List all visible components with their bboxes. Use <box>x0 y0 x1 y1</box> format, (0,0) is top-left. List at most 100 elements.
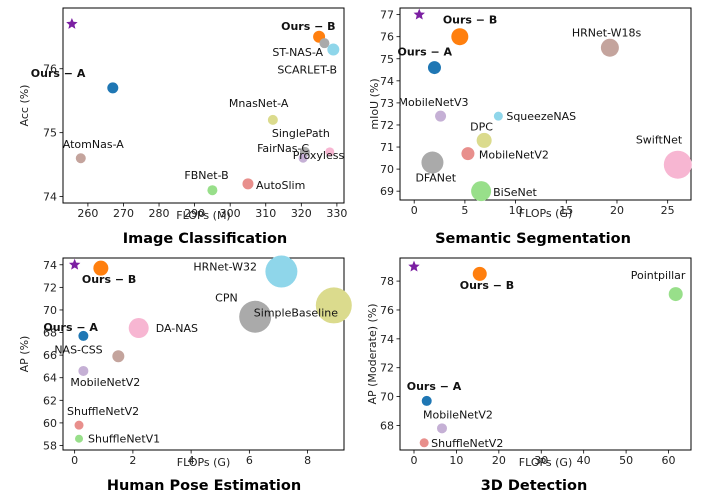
data-point <box>239 300 272 333</box>
x-tick-label: 30 <box>534 454 548 467</box>
point-label: MobileNetV2 <box>423 408 493 421</box>
x-tick-label: 60 <box>662 454 676 467</box>
panel-title: Human Pose Estimation <box>107 478 301 494</box>
axes-frame <box>399 257 692 451</box>
data-point <box>600 38 619 57</box>
point-label: SqueezeNAS <box>506 110 576 123</box>
x-tick-label: 290 <box>184 207 205 220</box>
data-point <box>112 350 125 363</box>
point-label: DA-NAS <box>156 322 198 335</box>
data-point <box>107 82 119 94</box>
y-tick-label: 74 <box>380 75 394 88</box>
point-label: CPN <box>215 292 238 305</box>
point-label: FairNas-C <box>257 142 309 155</box>
y-tick-label: 64 <box>43 372 57 385</box>
y-tick-label: 58 <box>43 439 57 452</box>
y-tick-label: 73 <box>380 97 394 110</box>
panel-title: 3D Detection <box>481 478 588 494</box>
point-label: SimpleBaseline <box>254 306 338 319</box>
point-label: DPC <box>470 120 493 133</box>
data-point <box>451 28 469 46</box>
y-tick-label: 76 <box>380 304 394 317</box>
panel-title: Image Classification <box>123 231 288 247</box>
point-label: MobileNetV3 <box>399 96 469 109</box>
data-point <box>325 147 335 157</box>
star-marker <box>68 258 81 270</box>
point-label: Ours − A <box>31 67 86 80</box>
point-label: HRNet-W32 <box>193 261 257 274</box>
point-label: ShuffleNetV2 <box>431 437 503 450</box>
y-axis-label: mIoU (%) <box>368 78 381 129</box>
y-tick-label: 75 <box>43 127 57 140</box>
point-label: Ours − B <box>82 273 136 286</box>
data-point <box>472 266 487 281</box>
point-label: Ours − A <box>43 321 98 334</box>
data-point <box>419 438 429 448</box>
data-point <box>421 395 432 406</box>
data-point <box>267 114 278 125</box>
y-tick-label: 70 <box>380 163 394 176</box>
point-label: MobileNetV2 <box>70 376 140 389</box>
data-point <box>461 147 475 161</box>
panel-1: 260 270 280 290 300 310 320 330 74 75 76 FLOPs (M) A… <box>18 7 347 247</box>
y-tick-label: 66 <box>43 349 57 362</box>
y-tick-label: 72 <box>380 362 394 375</box>
point-label: Pointpillar <box>631 269 686 282</box>
y-tick-label: 74 <box>380 333 394 346</box>
panel-4: 0 10 20 30 40 50 60 68 70 72 74 76 78 FLOPs (G) AP (Mo… <box>366 257 692 494</box>
x-tick-label: 5 <box>461 204 468 217</box>
x-tick-label: 300 <box>220 207 241 220</box>
x-tick-label: 20 <box>610 204 624 217</box>
axes-frame <box>399 7 692 201</box>
data-point <box>663 150 692 179</box>
axes-frame <box>62 257 345 451</box>
point-label: ShuffleNetV1 <box>88 433 160 446</box>
x-tick-label: 2 <box>129 454 136 467</box>
data-point <box>421 151 444 174</box>
panel-title: Semantic Segmentation <box>435 231 631 247</box>
y-tick-label: 68 <box>380 419 394 432</box>
point-label: HRNet-W18s <box>572 27 642 40</box>
data-point <box>471 181 492 202</box>
data-point <box>493 111 503 121</box>
data-point <box>93 260 109 276</box>
x-tick-label: 0 <box>411 204 418 217</box>
data-point <box>265 255 298 288</box>
data-point <box>476 132 492 148</box>
panel-2: 0 5 10 15 20 25 69 70 71 72 73 74 75 76 77 FLOPs (G) mIo… <box>368 7 692 247</box>
x-tick-label: 320 <box>291 207 312 220</box>
data-point <box>436 423 447 434</box>
point-label: Ours − A <box>407 380 462 393</box>
y-tick-label: 72 <box>380 119 394 132</box>
y-tick-label: 62 <box>43 394 57 407</box>
x-axis-label: FLOPs (G) <box>519 207 573 220</box>
y-tick-label: 72 <box>43 281 57 294</box>
point-label: Proxyless <box>293 149 345 162</box>
point-label: DFANet <box>415 171 456 184</box>
x-tick-label: 40 <box>577 454 591 467</box>
y-tick-label: 76 <box>380 31 394 44</box>
x-tick-label: 6 <box>246 454 253 467</box>
x-tick-label: 10 <box>449 454 463 467</box>
x-tick-label: 25 <box>661 204 675 217</box>
data-point <box>207 185 218 196</box>
point-label: MobileNetV2 <box>479 149 549 162</box>
star-marker <box>413 8 425 20</box>
data-point <box>75 434 84 443</box>
data-point <box>319 38 330 49</box>
y-tick-label: 75 <box>380 53 394 66</box>
data-point <box>435 110 447 122</box>
y-tick-label: 71 <box>380 141 394 154</box>
data-point <box>668 287 683 302</box>
y-tick-label: 76 <box>43 63 57 76</box>
x-tick-label: 270 <box>113 207 134 220</box>
y-tick-label: 74 <box>43 259 57 272</box>
point-label: FBNet-B <box>184 169 228 182</box>
point-label: Ours − B <box>281 20 335 33</box>
y-tick-label: 69 <box>380 185 394 198</box>
data-point <box>78 365 89 376</box>
x-tick-label: 260 <box>77 207 98 220</box>
data-point <box>315 287 352 324</box>
x-tick-label: 15 <box>559 204 573 217</box>
